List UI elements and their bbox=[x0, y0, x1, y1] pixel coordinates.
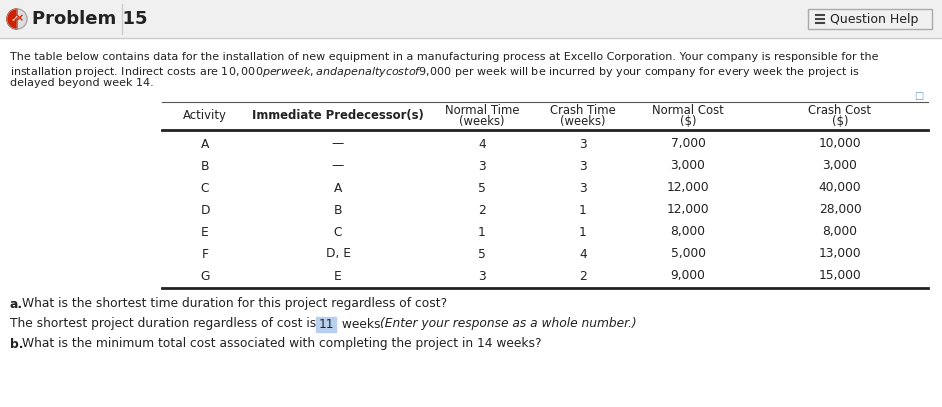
Text: 4: 4 bbox=[479, 138, 486, 151]
Text: E: E bbox=[334, 269, 342, 282]
Text: 7,000: 7,000 bbox=[671, 138, 706, 151]
Text: 1: 1 bbox=[479, 225, 486, 239]
Text: D, E: D, E bbox=[326, 247, 350, 260]
Text: 28,000: 28,000 bbox=[819, 204, 861, 217]
Text: 1: 1 bbox=[579, 204, 587, 217]
Text: B: B bbox=[333, 204, 342, 217]
Text: A: A bbox=[333, 182, 342, 195]
Text: What is the shortest time duration for this project regardless of cost?: What is the shortest time duration for t… bbox=[22, 298, 447, 311]
Text: (weeks): (weeks) bbox=[560, 115, 606, 128]
Text: What is the minimum total cost associated with completing the project in 14 week: What is the minimum total cost associate… bbox=[22, 337, 542, 350]
Text: 12,000: 12,000 bbox=[667, 182, 709, 195]
Text: ($): ($) bbox=[832, 115, 848, 128]
Text: Crash Cost: Crash Cost bbox=[808, 104, 871, 117]
Text: a.: a. bbox=[10, 298, 24, 311]
Bar bbox=[0, 0, 942, 38]
Text: G: G bbox=[201, 269, 210, 282]
Text: delayed beyond week 14.: delayed beyond week 14. bbox=[10, 78, 154, 88]
Text: 9,000: 9,000 bbox=[671, 269, 706, 282]
Text: 5: 5 bbox=[478, 247, 486, 260]
Text: □: □ bbox=[914, 91, 923, 101]
Text: A: A bbox=[201, 138, 209, 151]
Text: 10,000: 10,000 bbox=[819, 138, 861, 151]
Text: —: — bbox=[332, 138, 344, 151]
Text: 8,000: 8,000 bbox=[671, 225, 706, 239]
Text: ($): ($) bbox=[680, 115, 696, 128]
Text: (weeks): (weeks) bbox=[460, 115, 505, 128]
Text: 3: 3 bbox=[579, 182, 587, 195]
Text: Problem 15: Problem 15 bbox=[32, 10, 148, 28]
Text: 3,000: 3,000 bbox=[671, 160, 706, 173]
Text: 40,000: 40,000 bbox=[819, 182, 861, 195]
Text: 3,000: 3,000 bbox=[822, 160, 857, 173]
Text: The table below contains data for the installation of new equipment in a manufac: The table below contains data for the in… bbox=[10, 52, 879, 62]
Text: 8,000: 8,000 bbox=[822, 225, 857, 239]
Text: 2: 2 bbox=[579, 269, 587, 282]
Text: Activity: Activity bbox=[183, 109, 227, 122]
Text: Question Help: Question Help bbox=[830, 13, 918, 26]
Bar bbox=[316, 317, 336, 331]
Text: 3: 3 bbox=[579, 160, 587, 173]
Text: b.: b. bbox=[10, 337, 24, 350]
Text: Normal Time: Normal Time bbox=[445, 104, 519, 117]
Text: Immediate Predecessor(s): Immediate Predecessor(s) bbox=[252, 109, 424, 122]
Text: B: B bbox=[201, 160, 209, 173]
Text: D: D bbox=[201, 204, 210, 217]
Text: installation project. Indirect costs are $10,000 per week, and a penalty cost of: installation project. Indirect costs are… bbox=[10, 65, 860, 79]
Text: F: F bbox=[202, 247, 208, 260]
Wedge shape bbox=[7, 9, 17, 29]
Text: 3: 3 bbox=[479, 269, 486, 282]
Text: 4: 4 bbox=[579, 247, 587, 260]
Text: weeks.: weeks. bbox=[338, 317, 388, 330]
Text: 13,000: 13,000 bbox=[819, 247, 861, 260]
Text: (Enter your response as a whole number.): (Enter your response as a whole number.) bbox=[380, 317, 637, 330]
Circle shape bbox=[7, 9, 27, 29]
Text: 15,000: 15,000 bbox=[819, 269, 861, 282]
Text: 2: 2 bbox=[479, 204, 486, 217]
Text: 12,000: 12,000 bbox=[667, 204, 709, 217]
Text: The shortest project duration regardless of cost is: The shortest project duration regardless… bbox=[10, 317, 320, 330]
Text: 3: 3 bbox=[479, 160, 486, 173]
Text: E: E bbox=[202, 225, 209, 239]
Text: C: C bbox=[201, 182, 209, 195]
Text: 5: 5 bbox=[478, 182, 486, 195]
Text: ✓: ✓ bbox=[10, 14, 19, 24]
Text: 11: 11 bbox=[318, 317, 333, 330]
Text: —: — bbox=[332, 160, 344, 173]
Text: C: C bbox=[333, 225, 342, 239]
Text: ×: × bbox=[15, 13, 24, 24]
Text: 5,000: 5,000 bbox=[671, 247, 706, 260]
Text: 1: 1 bbox=[579, 225, 587, 239]
Text: Normal Cost: Normal Cost bbox=[652, 104, 723, 117]
Text: Crash Time: Crash Time bbox=[550, 104, 616, 117]
Text: 3: 3 bbox=[579, 138, 587, 151]
